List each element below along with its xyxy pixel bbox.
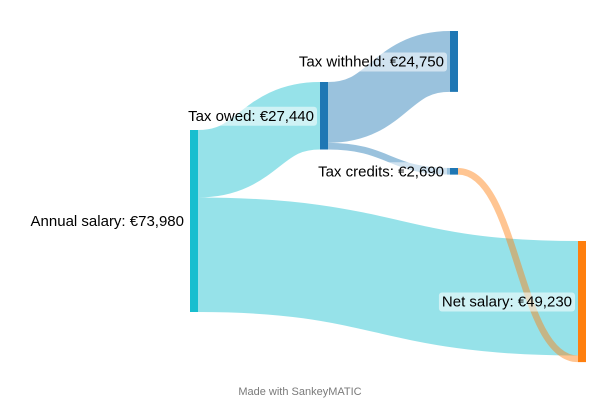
node-net — [578, 241, 586, 363]
credit-text: Made with SankeyMATIC — [238, 386, 361, 398]
label-annual: Annual salary: €73,980 — [31, 213, 184, 230]
label-bg-withheld — [295, 52, 447, 72]
node-annual — [190, 130, 198, 312]
link-credits-to-net — [457, 168, 579, 363]
node-withheld — [450, 31, 458, 92]
label-group-net: Net salary: €49,230 — [438, 292, 575, 312]
label-bg-net — [438, 292, 575, 312]
label-bg-owed — [185, 106, 317, 126]
sankey-nodes — [190, 31, 586, 363]
label-net: Net salary: €49,230 — [442, 294, 572, 311]
label-group-withheld: Tax withheld: €24,750 — [295, 52, 447, 72]
label-withheld: Tax withheld: €24,750 — [299, 53, 444, 70]
node-owed — [320, 82, 328, 150]
sankey-labels: Annual salary: €73,980 Tax owed: €27,440 T… — [27, 52, 575, 312]
label-credits: Tax credits: €2,690 — [318, 163, 444, 180]
label-bg-annual — [27, 212, 187, 231]
label-group-annual: Annual salary: €73,980 — [27, 212, 187, 231]
sankey-links — [196, 30, 579, 363]
label-group-owed: Tax owed: €27,440 — [185, 106, 317, 126]
label-group-credits: Tax credits: €2,690 — [315, 162, 447, 182]
label-owed: Tax owed: €27,440 — [188, 108, 314, 125]
label-bg-credits — [315, 162, 447, 182]
node-credits — [450, 168, 458, 175]
